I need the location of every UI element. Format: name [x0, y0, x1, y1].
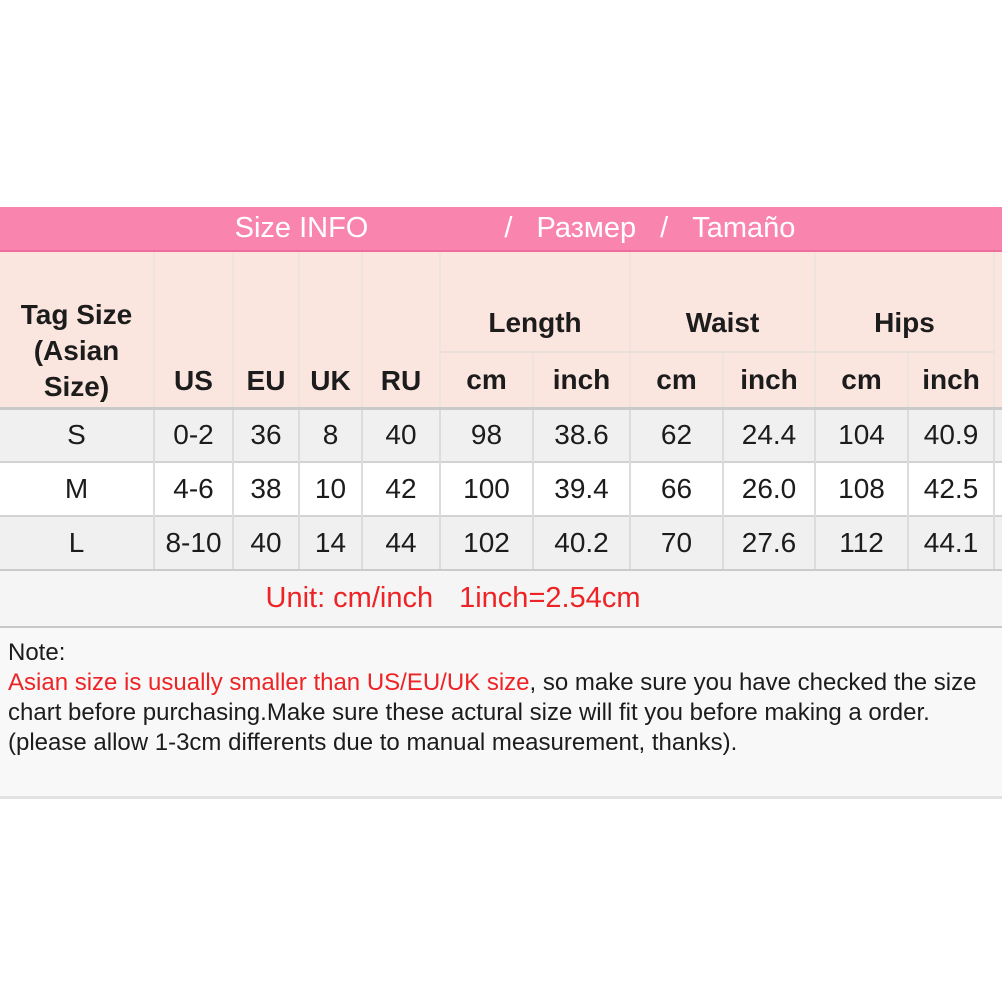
unit-header-row: cm inch cm inch cm inch — [0, 352, 1002, 408]
col-header-uk: UK — [299, 252, 363, 408]
col-group-hips: Hips — [815, 252, 996, 353]
s-ru: 40 — [362, 406, 441, 462]
m-length-cm: 100 — [440, 461, 534, 516]
col-header-hips-cm: cm — [815, 352, 910, 408]
size-row-m: M 4-6 38 10 42 100 39.4 66 26.0 108 42.5 — [0, 461, 1002, 516]
l-waist-inch: 27.6 — [723, 515, 817, 571]
note-body: , so make sure you have checked the size… — [8, 669, 977, 756]
col-header-ru: RU — [362, 252, 441, 408]
m-uk: 10 — [299, 461, 363, 516]
l-hips-inch: 44.1 — [908, 515, 996, 571]
m-length-inch: 39.4 — [533, 461, 631, 516]
note-heading: Note: — [8, 639, 66, 666]
s-eu: 36 — [233, 406, 300, 462]
s-waist-inch: 24.4 — [723, 406, 817, 462]
s-edge-spacer — [994, 406, 1002, 462]
col-header-hips-inch: inch — [908, 352, 996, 408]
col-header-tag-size: Tag Size (Asian Size) — [0, 252, 155, 408]
l-eu: 40 — [233, 515, 300, 571]
l-waist-cm: 70 — [630, 515, 724, 571]
m-edge-spacer — [994, 461, 1002, 516]
note-paragraph: Asian size is usually smaller than US/EU… — [8, 668, 988, 758]
size-row-s: S 0-2 36 8 40 98 38.6 62 24.4 104 40.9 — [0, 406, 1002, 462]
col-header-length-cm: cm — [440, 352, 534, 408]
unit-conversion-line: Unit: cm/inch 1inch=2.54cm — [0, 571, 1002, 628]
col-header-us: US — [154, 252, 234, 408]
m-waist-cm: 66 — [630, 461, 724, 516]
col-group-length: Length — [440, 252, 631, 353]
banner-title-es: Tamaño — [692, 212, 796, 244]
col-header-eu: EU — [233, 252, 300, 408]
size-table: Tag Size (Asian Size) US EU UK RU Length… — [0, 252, 1002, 571]
unit-conversion: 1inch=2.54cm — [459, 582, 641, 614]
col-header-waist-cm: cm — [630, 352, 724, 408]
l-edge-spacer — [994, 515, 1002, 571]
m-us: 4-6 — [154, 461, 234, 516]
s-hips-inch: 40.9 — [908, 406, 996, 462]
s-uk: 8 — [299, 406, 363, 462]
banner-separator-2: / — [660, 212, 669, 244]
size-table-header: Tag Size (Asian Size) US EU UK RU Length… — [0, 252, 1002, 408]
l-ru: 44 — [362, 515, 441, 571]
l-hips-cm: 112 — [815, 515, 910, 571]
group-header-row: Tag Size (Asian Size) US EU UK RU Length… — [0, 252, 1002, 408]
s-us: 0-2 — [154, 406, 234, 462]
l-length-cm: 102 — [440, 515, 534, 571]
size-info-banner: Size INFO / Размер / Tamaño — [0, 207, 1002, 252]
banner-title-ru: Размер — [536, 212, 637, 244]
banner-separator-1: / — [504, 212, 513, 244]
header-edge-spacer — [994, 252, 1002, 408]
s-tag: S — [0, 406, 155, 462]
s-length-inch: 38.6 — [533, 406, 631, 462]
size-row-l: L 8-10 40 14 44 102 40.2 70 27.6 112 44.… — [0, 515, 1002, 571]
l-length-inch: 40.2 — [533, 515, 631, 571]
size-table-body: S 0-2 36 8 40 98 38.6 62 24.4 104 40.9 M… — [0, 406, 1002, 571]
note-highlight-red: Asian size is usually smaller than US/EU… — [8, 669, 530, 696]
s-hips-cm: 104 — [815, 406, 910, 462]
m-waist-inch: 26.0 — [723, 461, 817, 516]
unit-label: Unit: cm/inch — [265, 582, 434, 614]
col-header-length-inch: inch — [533, 352, 631, 408]
col-header-waist-inch: inch — [723, 352, 817, 408]
banner-title-en: Size INFO — [234, 212, 369, 244]
m-tag: M — [0, 461, 155, 516]
m-ru: 42 — [362, 461, 441, 516]
m-hips-cm: 108 — [815, 461, 910, 516]
m-eu: 38 — [233, 461, 300, 516]
l-uk: 14 — [299, 515, 363, 571]
col-group-waist: Waist — [630, 252, 817, 353]
l-tag: L — [0, 515, 155, 571]
m-hips-inch: 42.5 — [908, 461, 996, 516]
s-length-cm: 98 — [440, 406, 534, 462]
note-section: Note: Asian size is usually smaller than… — [0, 628, 1002, 799]
l-us: 8-10 — [154, 515, 234, 571]
s-waist-cm: 62 — [630, 406, 724, 462]
